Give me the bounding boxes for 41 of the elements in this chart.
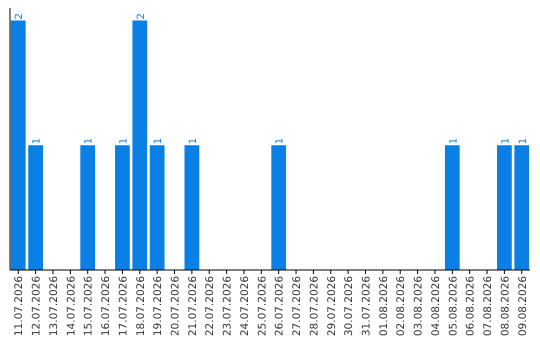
x-tick-label: 28.07.2026 [308,276,320,336]
data-label: 1 [500,138,512,144]
x-tick-label: 05.08.2026 [447,276,460,336]
x-tick-label: 25.07.2026 [256,276,268,336]
x-tick-label: 04.08.2026 [430,276,442,336]
x-tick-label: 26.07.2026 [274,276,286,336]
x-tick-label: 12.07.2026 [30,276,43,336]
x-tick-label: 21.07.2026 [186,276,199,336]
x-tick-label: 03.08.2026 [412,276,425,336]
data-label: 1 [153,138,164,144]
x-tick-label: 07.08.2026 [482,276,494,336]
x-tick-label: 17.07.2026 [117,276,130,336]
x-tick-label: 31.07.2026 [360,276,372,336]
x-tick-label: 09.08.2026 [516,276,529,336]
data-label: 1 [32,138,43,144]
x-tick-label: 23.07.2026 [222,276,234,336]
x-tick-label: 30.07.2026 [343,276,356,336]
data-label: 1 [188,138,199,144]
x-tick-label: 24.07.2026 [238,276,251,336]
x-tick-label: 22.07.2026 [204,276,216,336]
x-tick-label: 14.07.2026 [65,276,78,336]
x-tick-label: 29.07.2026 [326,276,338,336]
x-tick-label: 08.08.2026 [499,276,512,336]
x-tick-label: 20.07.2026 [170,276,182,336]
data-label: 1 [518,138,529,144]
x-tick-label: 02.08.2026 [395,276,408,336]
x-tick-label: 19.07.2026 [152,276,164,336]
data-label: 1 [448,138,460,144]
data-label: 2 [14,13,26,20]
x-tick-label: 27.07.2026 [291,276,304,336]
x-tick-label: 18.07.2026 [134,276,147,336]
x-tick-label: 11.07.2026 [13,276,26,336]
data-label: 2 [136,13,147,20]
data-label: 1 [84,138,95,144]
data-label: 1 [274,138,286,144]
x-tick-label: 06.08.2026 [464,276,477,336]
x-tick-label: 01.08.2026 [378,276,390,336]
x-tick-label: 13.07.2026 [48,276,60,336]
x-tick-label: 15.07.2026 [82,276,95,336]
data-label: 1 [118,138,130,144]
x-tick-label: 16.07.2026 [100,276,112,336]
